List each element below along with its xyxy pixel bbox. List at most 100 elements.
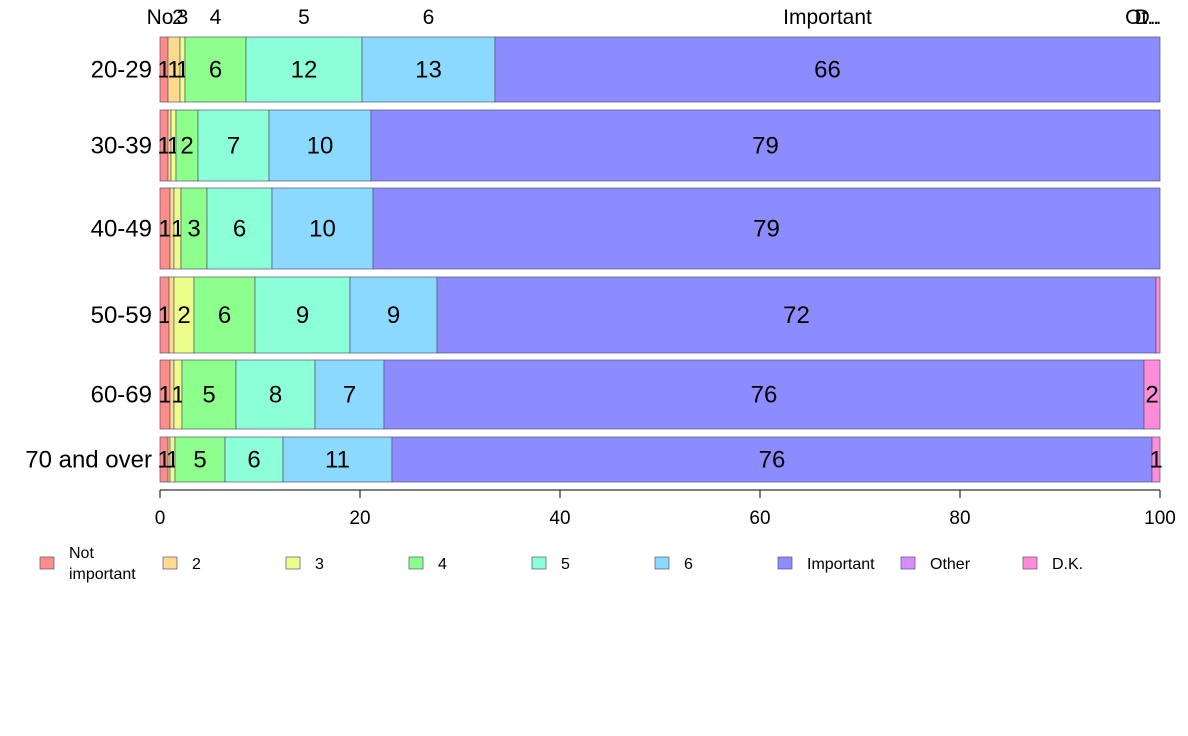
data-label: 1 (167, 57, 180, 84)
bar-segment-20-29-important (494, 36, 1161, 103)
legend-swatch-d-k (1022, 556, 1038, 570)
top-label-important: Important (783, 6, 872, 29)
x-tick-label: 60 (749, 508, 770, 529)
legend: Not important 2 3 4 5 6 Important Other D.K. (39, 545, 1083, 583)
data-label: 10 (307, 133, 334, 160)
legend-label-other: Other (930, 556, 971, 573)
legend-swatch-3 (285, 556, 301, 570)
data-label: 79 (753, 216, 780, 243)
bar-segment-30-39-important (370, 109, 1161, 182)
x-axis: 0 20 40 60 80 100 (155, 489, 1176, 529)
top-label-6: 6 (423, 6, 435, 29)
data-label: 5 (202, 382, 215, 409)
legend-swatch-2 (162, 556, 178, 570)
legend-swatch-not-important (39, 556, 55, 570)
data-label: 9 (296, 302, 309, 329)
x-tick-label: 40 (549, 508, 570, 529)
top-label-ot: Ot.. (1125, 6, 1159, 29)
row-labels: 20-29 30-39 40-49 50-59 60-69 70 and over (25, 57, 152, 474)
data-label: 5 (193, 447, 206, 474)
row-label-20-29: 20-29 (91, 57, 152, 84)
bar-segment-40-49-important (372, 187, 1161, 270)
data-label: 76 (751, 382, 778, 409)
bar-segment-70-and-over-important (391, 436, 1153, 483)
data-label: 2 (1145, 382, 1158, 409)
data-label: 1 (158, 382, 171, 409)
bar-segment-70-and-over-5 (224, 436, 284, 483)
legend-label-4: 4 (438, 556, 447, 573)
legend-label-5: 5 (561, 556, 570, 573)
x-tick-label: 0 (155, 508, 166, 529)
x-tick-label: 20 (349, 508, 370, 529)
legend-label-2: 2 (192, 556, 201, 573)
data-label: 72 (783, 302, 810, 329)
top-label-d: D.. (1135, 6, 1162, 29)
data-label: 7 (227, 133, 240, 160)
data-label: 1 (157, 447, 170, 474)
bar-segment-50-59-d-k (1155, 276, 1161, 354)
data-label: 66 (814, 57, 841, 84)
x-tick-label: 100 (1144, 508, 1176, 529)
legend-label-6: 6 (684, 556, 693, 573)
legend-swatch-6 (654, 556, 670, 570)
bar-segment-60-69-6 (314, 359, 385, 430)
bar-segment-70-and-over-4 (174, 436, 226, 483)
data-label: 1 (158, 302, 171, 329)
row-label-40-49: 40-49 (91, 216, 152, 243)
data-label: 76 (759, 447, 786, 474)
data-label: 8 (269, 382, 282, 409)
bar-segment-20-29-4 (184, 36, 247, 103)
legend-swatch-other (900, 556, 916, 570)
bar-segment-50-59-important (436, 276, 1157, 354)
data-label: 2 (180, 133, 193, 160)
data-label: 1 (158, 216, 171, 243)
data-label: 9 (387, 302, 400, 329)
top-label-no: No (147, 6, 174, 29)
top-label-2: 2 (172, 6, 184, 29)
data-label: 13 (415, 57, 442, 84)
legend-swatch-4 (408, 556, 424, 570)
top-label-5: 5 (298, 6, 310, 29)
bar-segment-70-and-over-6 (282, 436, 393, 483)
data-label: 79 (752, 133, 779, 160)
bar-segment-50-59-4 (193, 276, 256, 354)
x-tick-label: 80 (949, 508, 970, 529)
bar-segment-60-69-4 (181, 359, 237, 430)
top-label-3: 3 (177, 6, 189, 29)
legend-swatch-important (777, 556, 793, 570)
row-label-50-59: 50-59 (91, 302, 152, 329)
data-label: 1 (1149, 447, 1162, 474)
row-label-70-and-over: 70 and over (25, 447, 152, 474)
bar-segment-20-29-5 (245, 36, 363, 103)
data-label: 12 (291, 57, 318, 84)
bar-segment-20-29-6 (361, 36, 496, 103)
bar-segment-30-39-6 (268, 109, 372, 182)
legend-label-important: Important (807, 556, 875, 573)
legend-label-3: 3 (315, 556, 324, 573)
data-label: 1 (171, 382, 184, 409)
bar-segment-60-69-d-k (1143, 359, 1161, 430)
data-label: 6 (218, 302, 231, 329)
row-label-60-69: 60-69 (91, 382, 152, 409)
data-label: 1 (157, 57, 170, 84)
data-label: 11 (325, 447, 350, 474)
data-label: 10 (309, 216, 336, 243)
bar-segment-40-49-5 (206, 187, 273, 270)
data-label: 6 (247, 447, 260, 474)
legend-label-not-important: important (69, 566, 136, 583)
data-label: 1 (157, 133, 170, 160)
bar-segment-40-49-4 (180, 187, 208, 270)
data-label: 7 (343, 382, 356, 409)
legend-label-d-k: D.K. (1052, 556, 1083, 573)
legend-label-not-important: Not (69, 545, 94, 562)
top-label-4: 4 (210, 6, 222, 29)
data-label: 2 (177, 302, 190, 329)
bar-segment-40-49-6 (271, 187, 374, 270)
data-label: 3 (187, 216, 200, 243)
legend-swatch-5 (531, 556, 547, 570)
row-label-30-39: 30-39 (91, 133, 152, 160)
bar-segment-30-39-5 (197, 109, 270, 182)
bar-segment-60-69-5 (235, 359, 316, 430)
